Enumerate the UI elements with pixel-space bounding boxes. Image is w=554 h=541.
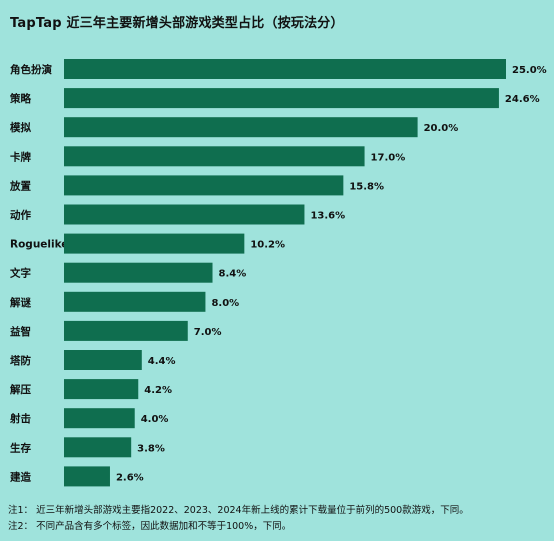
bar (64, 350, 142, 370)
bar (64, 59, 506, 79)
bar (64, 408, 135, 429)
value-label: 20.0% (424, 123, 459, 134)
bar (64, 117, 418, 138)
bar-chart: 角色扮演 25.0% 策略 24.6% 模拟 20.0% 卡牌 17.0% 放置 15.8% 动作 1… (9, 59, 547, 487)
bar (64, 204, 305, 225)
category-label: 建造 (9, 470, 31, 483)
category-label: 放置 (9, 179, 31, 192)
value-label: 4.2% (144, 385, 172, 396)
value-label: 2.6% (116, 472, 144, 483)
category-label: 文字 (9, 267, 31, 280)
category-label: 动作 (10, 209, 31, 222)
category-label: 益智 (10, 325, 31, 338)
footnote-2: 注2： 不同产品含有多个标签，因此数据加和不等于100%，下同。 (8, 521, 292, 532)
value-label: 4.0% (141, 414, 169, 425)
value-label: 13.6% (310, 211, 345, 222)
bar (64, 437, 132, 458)
value-label: 15.8% (349, 181, 384, 192)
category-label: 生存 (10, 441, 31, 454)
category-label: 射击 (9, 412, 31, 425)
footnotes: 注1： 近三年新增头部游戏主要指2022、2023、2024年新上线的累计下载量… (8, 503, 469, 535)
bar (64, 466, 110, 487)
chart-title: TapTap 近三年主要新增头部游戏类型占比（按玩法分） (10, 16, 344, 31)
value-label: 8.4% (219, 269, 247, 280)
bar (64, 320, 188, 341)
category-label: 卡牌 (10, 150, 31, 163)
category-label: 策略 (9, 92, 31, 105)
bar (64, 146, 365, 167)
bar (64, 291, 206, 312)
category-label: 解谜 (9, 296, 31, 309)
category-label: Roguelike (10, 239, 68, 251)
bar (64, 175, 344, 196)
bar (64, 88, 499, 109)
footnote-1: 注1： 近三年新增头部游戏主要指2022、2023、2024年新上线的累计下载量… (8, 505, 469, 516)
value-label: 25.0% (512, 65, 547, 76)
value-label: 7.0% (194, 327, 222, 338)
value-label: 8.0% (211, 298, 239, 309)
category-label: 角色扮演 (10, 63, 52, 76)
category-label: 模拟 (10, 121, 31, 134)
value-label: 10.2% (250, 240, 285, 251)
value-label: 17.0% (371, 152, 406, 163)
value-label: 4.4% (148, 356, 176, 367)
bar (64, 379, 139, 400)
bar (64, 233, 245, 254)
category-label: 塔防 (10, 354, 31, 367)
bar (64, 262, 213, 283)
value-label: 24.6% (505, 94, 540, 105)
value-label: 3.8% (137, 443, 165, 454)
category-label: 解压 (9, 383, 31, 396)
